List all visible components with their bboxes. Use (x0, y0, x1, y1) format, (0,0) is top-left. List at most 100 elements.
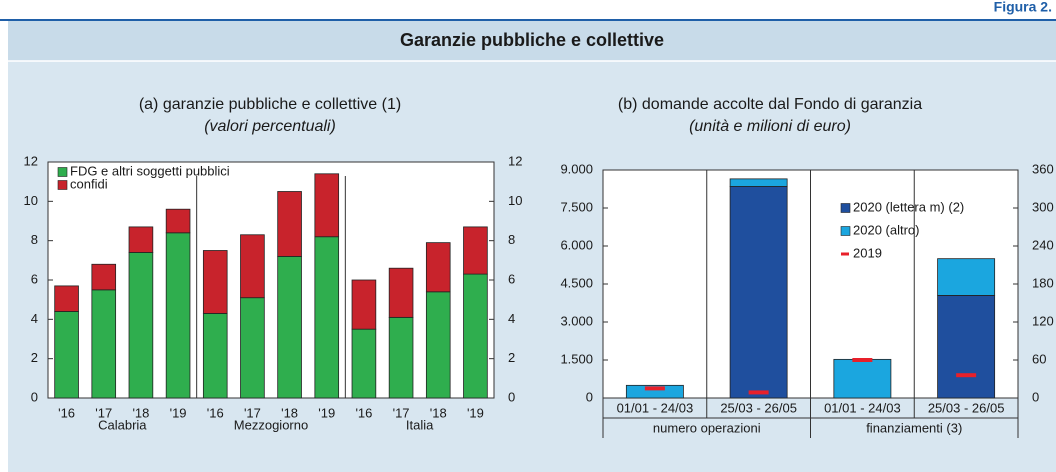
y-tick-label: 10 (24, 193, 38, 208)
bar-segment (729, 186, 788, 399)
x-tick-label: '19 (467, 405, 484, 420)
marker-2019 (748, 390, 769, 395)
bar-segment (351, 328, 377, 399)
x-tick-label: '17 (95, 405, 112, 420)
legend-swatch (840, 226, 851, 236)
x-tick-label: '16 (355, 405, 372, 420)
y-tick-label: 7.500 (560, 199, 593, 214)
figure-title: Garanzie pubbliche e collettive (400, 30, 664, 50)
x-tick-label: '16 (58, 405, 75, 420)
x-tick-label: '17 (393, 405, 410, 420)
x-tick-label: '18 (132, 405, 149, 420)
bar-segment (240, 297, 265, 399)
y2-tick-label: 6 (508, 271, 515, 286)
bar-segment (937, 258, 996, 296)
y-tick-label: 2 (31, 350, 38, 365)
bar-segment (833, 358, 892, 399)
legend-label: confidi (70, 176, 108, 191)
y-tick-label: 8 (31, 232, 38, 247)
y-tick-label: 4.500 (560, 275, 593, 290)
chart-subtitle: (unità e milioni di euro) (689, 118, 851, 135)
y-tick-label: 3.000 (560, 313, 593, 328)
bar-segment (425, 242, 451, 293)
y2-tick-label: 180 (1032, 275, 1054, 290)
bar-segment (425, 291, 451, 399)
marker-2019 (956, 373, 977, 378)
group-label: Italia (406, 417, 434, 432)
bar-segment (165, 208, 191, 234)
y-tick-label: 9.000 (560, 161, 593, 176)
x-tick-label: '16 (207, 405, 224, 420)
bar-segment (388, 316, 414, 399)
x-tick-label: '18 (430, 405, 447, 420)
bar-segment (351, 279, 377, 330)
bar-segment (625, 384, 684, 399)
y2-tick-label: 8 (508, 232, 515, 247)
title-bar (8, 21, 1056, 61)
legend-label: 2019 (853, 245, 882, 260)
x-tick-label: '18 (281, 405, 298, 420)
plot-area (47, 161, 495, 399)
y2-tick-label: 240 (1032, 237, 1054, 252)
legend-label: 2020 (lettera m) (2) (853, 199, 964, 214)
bar-segment (54, 285, 79, 312)
bar-segment (128, 252, 154, 399)
legend-swatch (57, 180, 68, 190)
x-tick-label: 01/01 - 24/03 (824, 400, 901, 415)
bar-segment (91, 289, 117, 399)
x-tick-label: 25/03 - 26/05 (720, 400, 797, 415)
bar-segment (463, 226, 488, 275)
bar-segment (314, 173, 340, 238)
group-label: finanziamenti (3) (866, 420, 962, 435)
y-tick-label: 1.500 (560, 351, 593, 366)
marker-2019 (852, 358, 873, 362)
figure-label: Figura 2. (994, 0, 1052, 15)
bar-segment (277, 191, 302, 257)
legend-swatch (57, 167, 68, 177)
y-tick-label: 4 (31, 311, 38, 326)
bar-segment (729, 178, 788, 187)
legend-swatch (841, 252, 849, 256)
chart-title: (a) garanzie pubbliche e collettive (1) (139, 96, 401, 113)
x-tick-label: 01/01 - 24/03 (617, 400, 694, 415)
chart-subtitle: (valori percentuali) (204, 118, 336, 135)
bar-segment (388, 267, 414, 318)
bar-segment (165, 232, 191, 399)
y-tick-label: 12 (24, 153, 38, 168)
y2-tick-label: 120 (1032, 313, 1054, 328)
y-tick-label: 6 (31, 271, 38, 286)
y-tick-label: 0 (31, 389, 38, 404)
legend-label: FDG e altri soggetti pubblici (70, 163, 230, 178)
x-tick-label: '19 (318, 405, 335, 420)
x-tick-label: '19 (170, 405, 187, 420)
group-label: numero operazioni (653, 420, 761, 435)
bar-segment (128, 226, 154, 253)
x-tick-label: 25/03 - 26/05 (928, 400, 1005, 415)
y-tick-label: 6.000 (560, 237, 593, 252)
y-tick-label: 0 (586, 389, 593, 404)
legend-label: 2020 (altro) (853, 222, 919, 237)
y2-tick-label: 0 (1032, 389, 1039, 404)
y2-tick-label: 2 (508, 350, 515, 365)
bar-segment (202, 313, 228, 399)
bar-segment (277, 255, 302, 399)
y2-tick-label: 4 (508, 311, 515, 326)
bar-segment (240, 234, 265, 299)
chart-title: (b) domande accolte dal Fondo di garanzi… (618, 96, 922, 113)
group-label: Calabria (98, 417, 147, 432)
bar-segment (91, 263, 117, 291)
y2-tick-label: 360 (1032, 161, 1054, 176)
y2-tick-label: 10 (508, 193, 522, 208)
legend-swatch (840, 203, 851, 213)
group-label: Mezzogiorno (234, 417, 308, 432)
y2-tick-label: 60 (1032, 351, 1046, 366)
y2-tick-label: 300 (1032, 199, 1054, 214)
bar-segment (54, 311, 79, 399)
bar-segment (314, 236, 340, 399)
marker-2019 (644, 386, 665, 391)
bar-segment (463, 273, 488, 399)
y2-tick-label: 0 (508, 389, 515, 404)
y2-tick-label: 12 (508, 153, 522, 168)
